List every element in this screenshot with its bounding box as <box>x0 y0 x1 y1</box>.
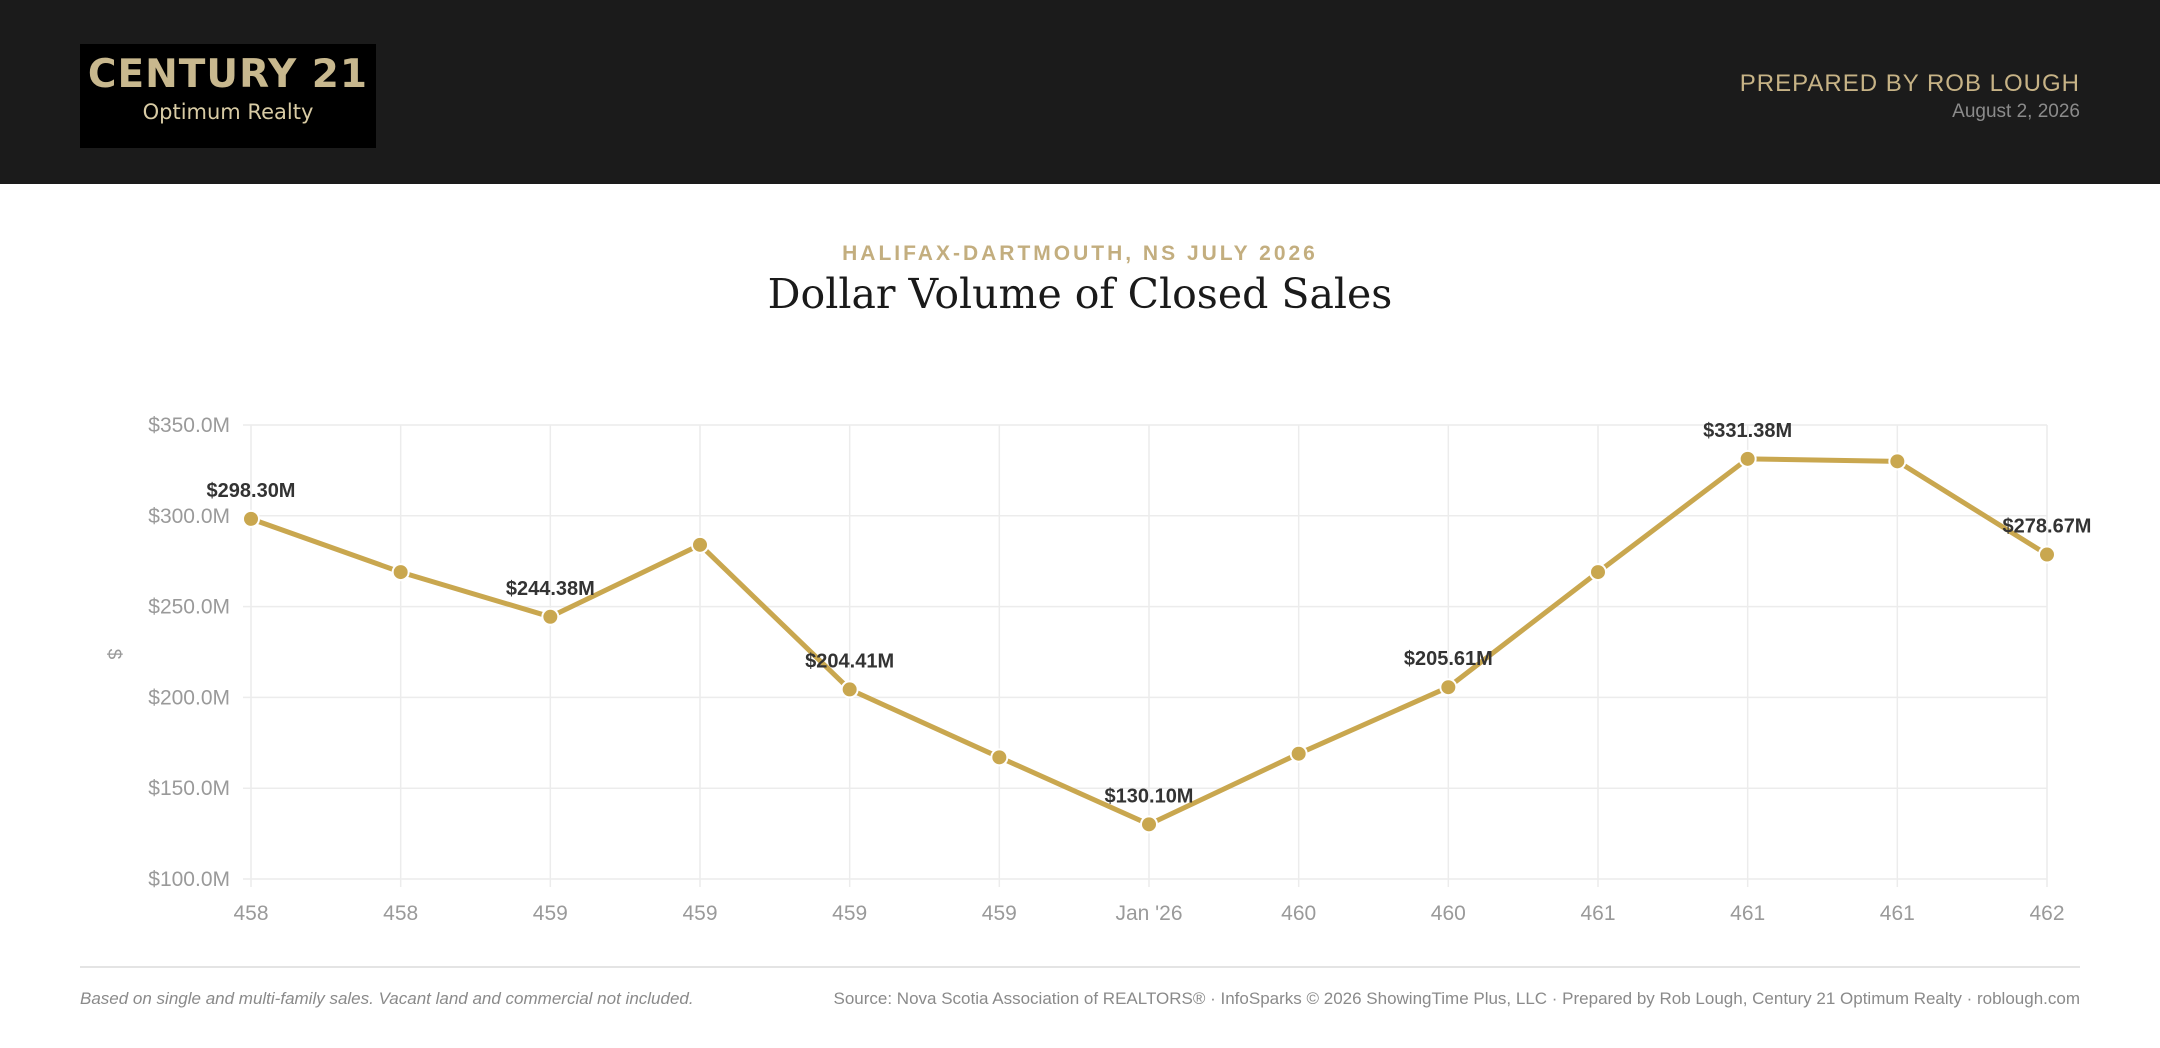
data-label: $204.41M <box>805 650 894 672</box>
data-label: $244.38M <box>506 578 595 600</box>
data-point <box>1888 452 1907 471</box>
data-point <box>1589 563 1607 582</box>
footnote: Based on single and multi-family sales. … <box>80 989 694 1008</box>
data-point <box>1439 678 1458 697</box>
century21-logo: CENTURY 21 Optimum Realty <box>80 44 376 148</box>
prepared-by: PREPARED BY ROB LOUGH <box>1739 70 2080 97</box>
y-tick-label: $100.0M <box>148 868 230 891</box>
y-tick-label: $300.0M <box>148 505 230 528</box>
y-tick-label: $250.0M <box>148 596 230 619</box>
y-tick-label: $200.0M <box>148 686 230 709</box>
chart-data-labels: $298.30M $244.38M $204.41M $130.10M $205.61M… <box>207 420 2092 808</box>
data-point <box>391 563 410 582</box>
x-tick-label: 459 <box>533 902 568 925</box>
chart-title: Dollar Volume of Closed Sales <box>767 270 1393 318</box>
x-tick-label: 460 <box>1281 902 1316 925</box>
chart-series <box>242 449 2056 834</box>
data-label: $298.30M <box>207 480 296 502</box>
data-label: $205.61M <box>1404 648 1493 670</box>
logo-subtitle-text: Optimum Realty <box>142 100 314 124</box>
data-point <box>990 748 1009 767</box>
x-tick-label: 460 <box>1431 902 1466 925</box>
x-tick-label: 458 <box>233 902 268 925</box>
data-point <box>2038 545 2056 564</box>
data-label: $278.67M <box>2003 516 2092 538</box>
data-label: $331.38M <box>1703 420 1792 442</box>
chart-grid <box>243 424 2048 887</box>
data-point <box>1140 815 1158 834</box>
report-date: August 2, 2026 <box>1952 101 2080 122</box>
x-tick-label: 459 <box>832 902 867 925</box>
y-tick-label: $350.0M <box>148 414 230 437</box>
line-chart: $100.0M $150.0M $200.0M $250.0M $300.0M $350.… <box>103 414 2092 925</box>
x-tick-label: Jan '26 <box>1115 902 1182 925</box>
footer-divider <box>80 966 2080 968</box>
x-tick-label: 458 <box>383 902 418 925</box>
data-point <box>242 509 260 528</box>
data-label: $130.10M <box>1105 785 1194 807</box>
source-credit: Source: Nova Scotia Association of REALT… <box>833 989 2081 1008</box>
data-point <box>840 680 859 699</box>
data-point <box>1738 449 1757 468</box>
chart-axes: $100.0M $150.0M $200.0M $250.0M $300.0M $350.… <box>148 414 2064 925</box>
x-tick-label: 461 <box>1580 902 1615 925</box>
y-tick-label: $150.0M <box>148 777 230 800</box>
logo-brand-text: CENTURY 21 <box>87 52 369 97</box>
report-header: CENTURY 21 Optimum Realty PREPARED BY RO… <box>0 0 2160 184</box>
data-point <box>541 607 560 626</box>
x-tick-label: 461 <box>1880 902 1915 925</box>
report-subtitle: HALIFAX-DARTMOUTH, NS JULY 2026 <box>842 242 1318 265</box>
x-tick-label: 459 <box>682 902 717 925</box>
x-tick-label: 459 <box>982 902 1017 925</box>
y-axis-label: $ <box>103 649 124 660</box>
data-point <box>1289 744 1308 763</box>
data-point <box>691 535 709 554</box>
x-tick-label: 462 <box>2029 902 2064 925</box>
x-tick-label: 461 <box>1730 902 1765 925</box>
